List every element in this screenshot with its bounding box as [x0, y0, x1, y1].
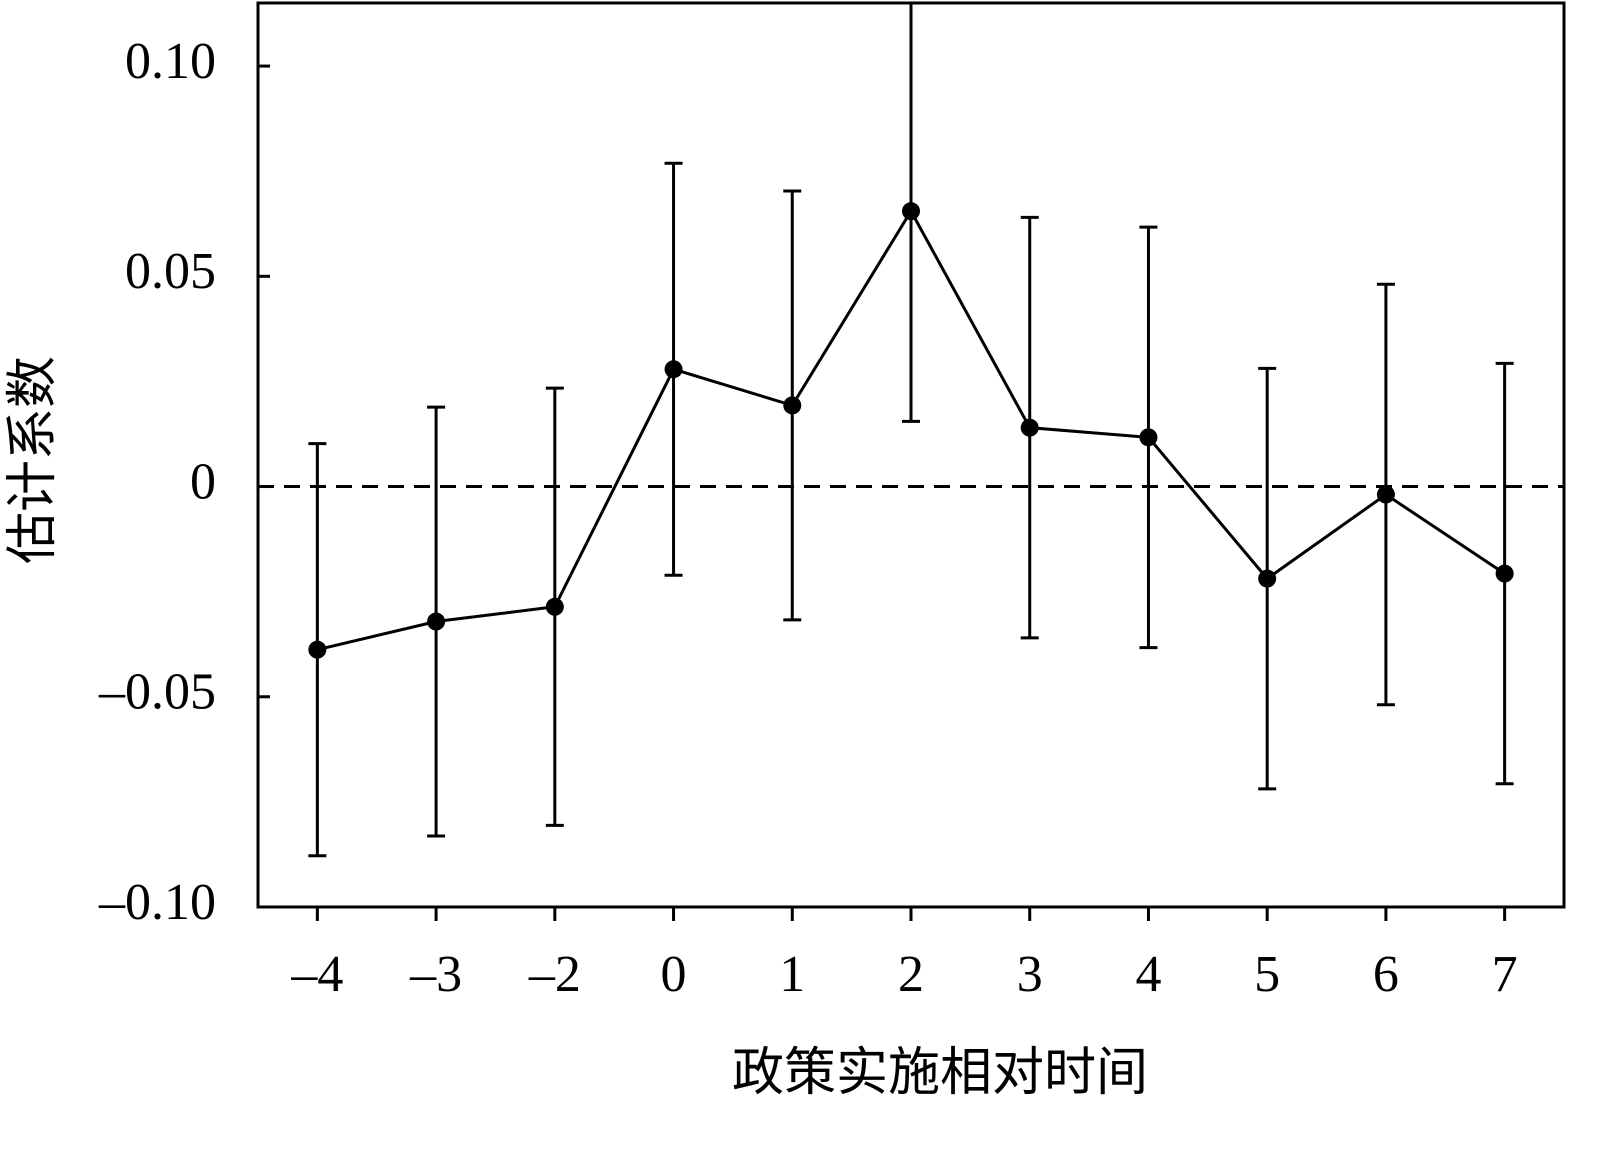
- plot-area: [308, 3, 1514, 858]
- point: [783, 396, 802, 415]
- y-tick-label: 0: [190, 453, 216, 510]
- y-tick-label: 0.10: [125, 33, 216, 90]
- point: [427, 612, 446, 631]
- point: [308, 640, 327, 659]
- point: [902, 202, 920, 221]
- x-tick-label: –2: [528, 946, 581, 1003]
- x-tick-label: –3: [409, 946, 462, 1003]
- point: [1020, 418, 1039, 437]
- x-tick-label: 0: [661, 946, 687, 1003]
- y-tick-label: –0.10: [98, 874, 216, 931]
- point: [545, 597, 564, 616]
- point: [1495, 564, 1514, 583]
- y-tick-label: 0.05: [125, 243, 216, 300]
- x-tick-label: 4: [1135, 946, 1161, 1003]
- y-tick-label: –0.05: [98, 664, 216, 721]
- x-tick-label: 5: [1254, 946, 1280, 1003]
- x-axis-label: 政策实施相对时间: [732, 1045, 1148, 1102]
- x-tick-label: 7: [1492, 946, 1518, 1003]
- x-tick-label: 2: [898, 946, 924, 1003]
- point: [664, 360, 683, 379]
- x-tick-label: 1: [779, 946, 805, 1003]
- point: [1258, 569, 1277, 588]
- x-tick-label: –4: [290, 946, 343, 1003]
- point: [1376, 485, 1395, 504]
- plot-frame: [256, 1, 1566, 909]
- point: [1139, 428, 1158, 447]
- y-axis-label: 估计系数: [5, 356, 62, 564]
- x-tick-label: 3: [1017, 946, 1043, 1003]
- x-tick-label: 6: [1373, 946, 1399, 1003]
